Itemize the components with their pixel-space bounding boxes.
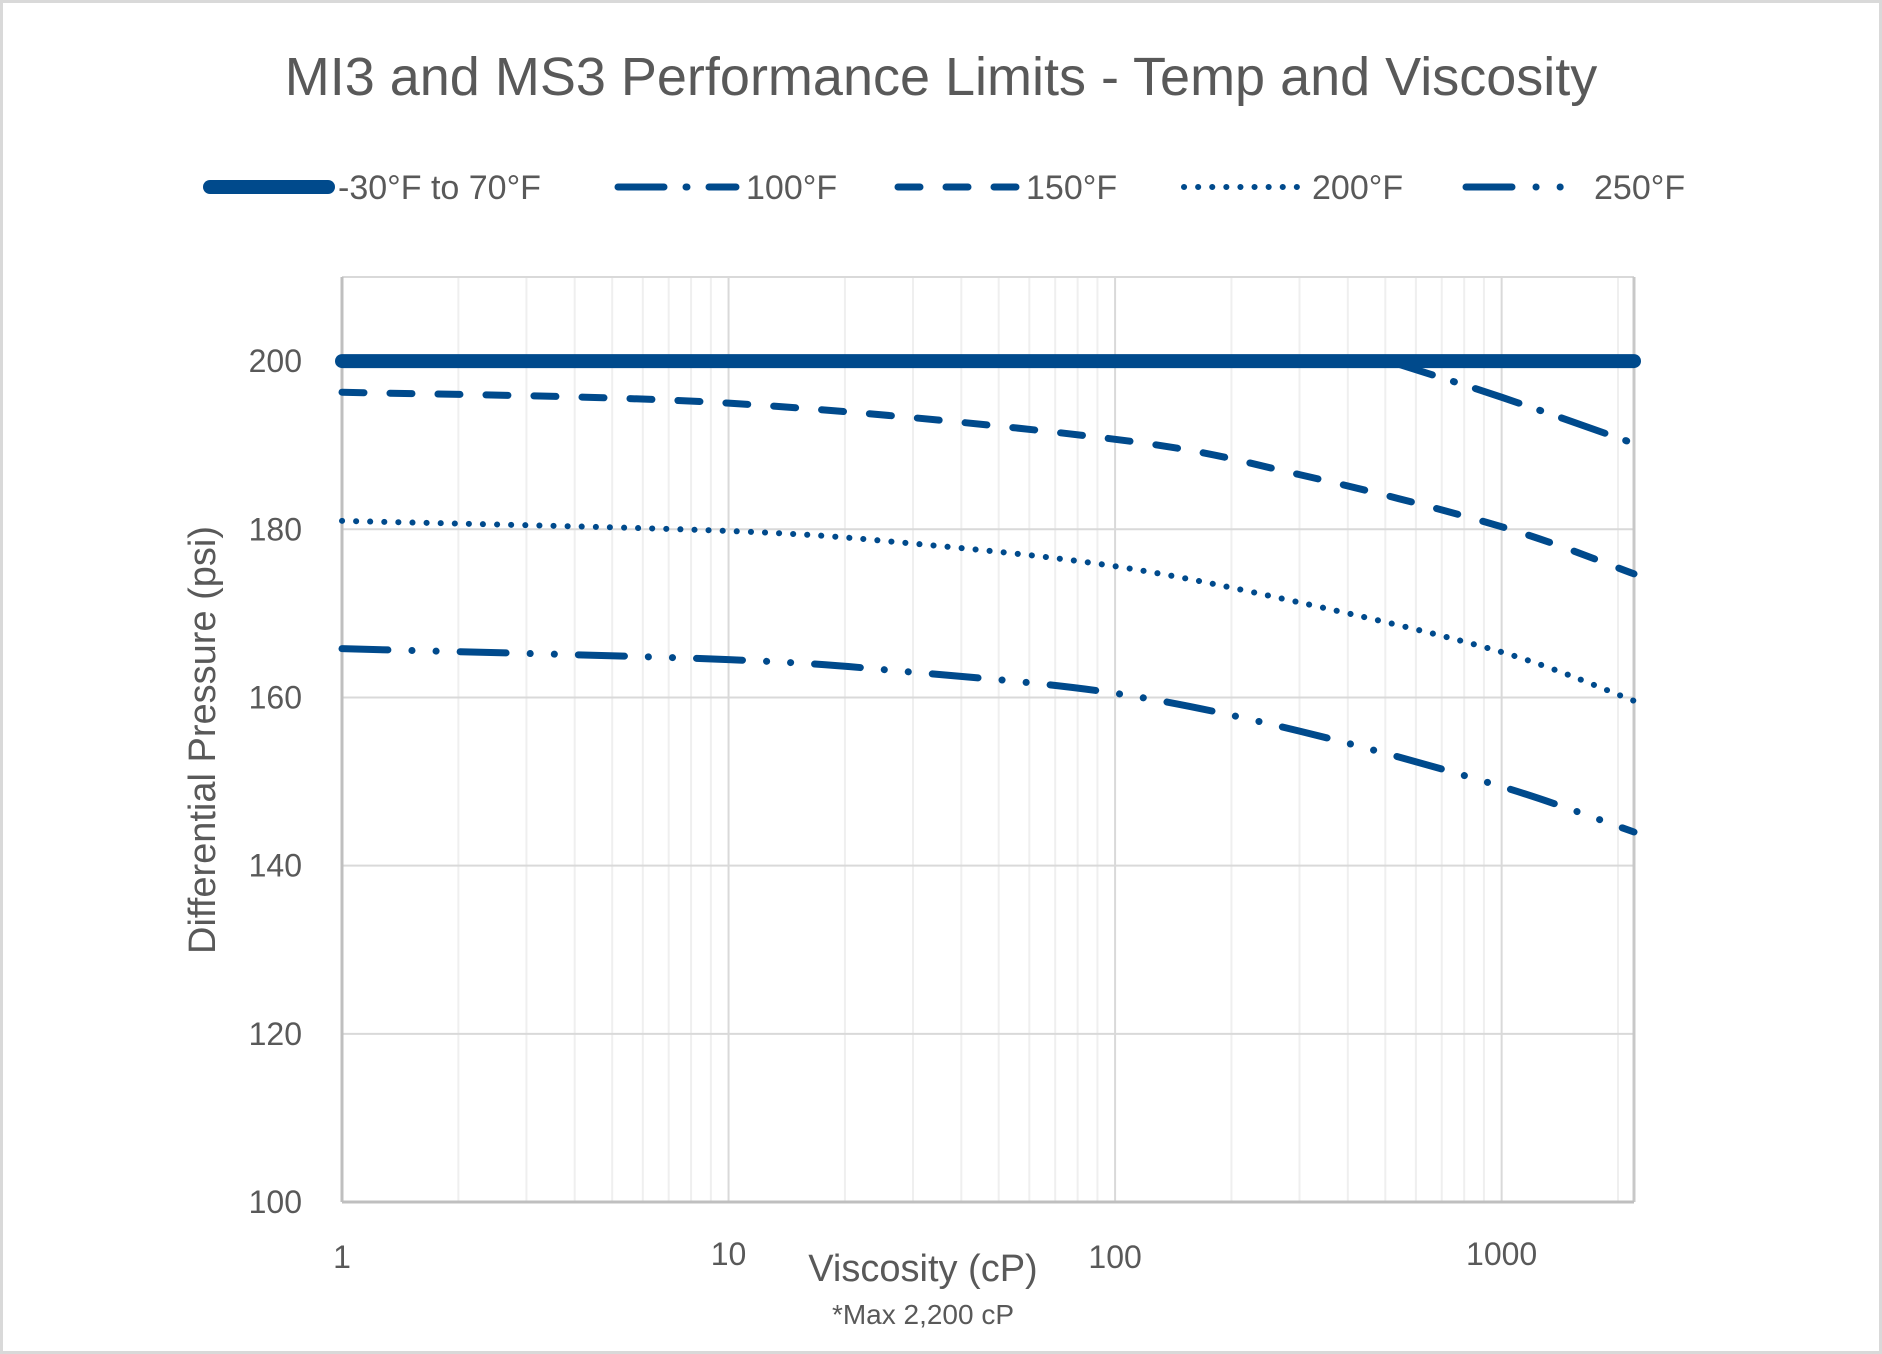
x-axis-note: *Max 2,200 cP: [832, 1299, 1014, 1330]
y-tick-label: 200: [249, 343, 302, 379]
legend-label: 100°F: [746, 169, 837, 207]
legend: -30°F to 70°F 100°F 150°F 200°F 250°F: [203, 169, 1685, 207]
series-line-150-f: [338, 388, 1638, 578]
y-tick-label: 100: [249, 1184, 302, 1220]
grid: [342, 276, 1636, 1202]
legend-label: 150°F: [1026, 169, 1117, 207]
x-tick-label: 1: [333, 1239, 351, 1275]
series-line-250-f: [338, 645, 1638, 836]
series-line-200-f: [339, 517, 1637, 704]
y-axis-title: Differential Pressure (psi): [182, 526, 224, 954]
x-axis-title: Viscosity (cP): [808, 1248, 1037, 1290]
series-group: [335, 354, 1641, 836]
x-tick-label: 1000: [1466, 1236, 1537, 1272]
legend-label: 250°F: [1594, 169, 1685, 207]
legend-label: -30°F to 70°F: [338, 169, 541, 207]
axes: 100 120 140 160 180 200 1 10 100 1000: [249, 277, 1634, 1275]
chart-title: MI3 and MS3 Performance Limits - Temp an…: [285, 47, 1598, 107]
series-line-100-f: [1385, 357, 1638, 447]
y-tick-label: 120: [249, 1016, 302, 1052]
y-tick-label: 180: [249, 511, 302, 547]
x-tick-label: 100: [1088, 1239, 1141, 1275]
y-tick-label: 160: [249, 679, 302, 715]
legend-label: 200°F: [1312, 169, 1403, 207]
y-tick-label: 140: [249, 848, 302, 884]
x-tick-label: 10: [711, 1236, 747, 1272]
